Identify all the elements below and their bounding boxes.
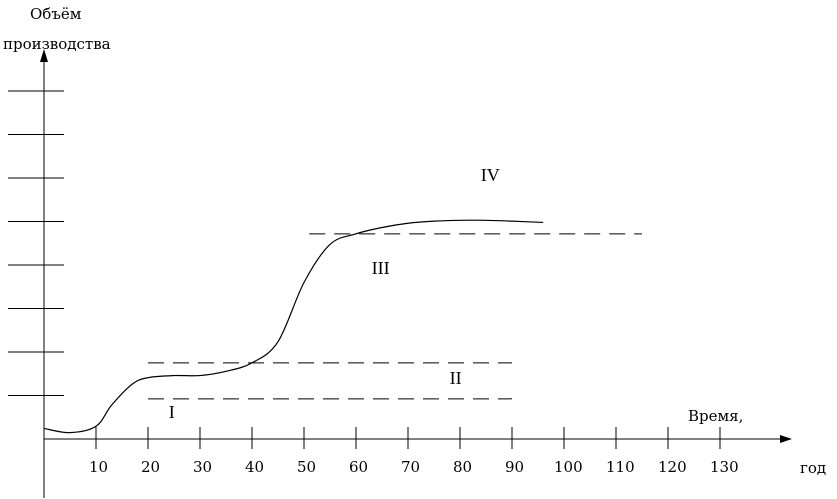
x-tick-label: 80 — [453, 458, 472, 476]
x-tick-label: 10 — [89, 458, 108, 476]
x-tick-label: 130 — [710, 458, 739, 476]
x-tick-label: 90 — [505, 458, 524, 476]
stage-label: IV — [481, 165, 500, 185]
stage-label: II — [450, 368, 462, 388]
y-tick-marks — [8, 90, 64, 396]
x-tick-label: 60 — [349, 458, 368, 476]
x-axis-label-line2: год — [800, 459, 826, 477]
x-tick-label: 20 — [141, 458, 160, 476]
x-tick-label: 120 — [658, 458, 687, 476]
y-axis-arrow — [40, 49, 48, 62]
x-tick-label: 70 — [401, 458, 420, 476]
x-tick-label: 50 — [297, 458, 316, 476]
y-axis-label-line1: Объём — [30, 5, 82, 23]
production-curve — [43, 219, 544, 434]
y-axis-label-line2: производства — [3, 35, 111, 53]
stage-label: III — [372, 258, 390, 278]
x-tick-marks — [95, 427, 721, 449]
stage-boundaries — [148, 233, 642, 400]
x-tick-label: 40 — [245, 458, 264, 476]
stage-label: I — [169, 402, 175, 422]
x-axis-label-line1: Время, — [688, 407, 743, 425]
x-tick-label: 30 — [193, 458, 212, 476]
x-tick-label: 100 — [554, 458, 583, 476]
x-tick-labels: 10 20 30 40 50 60 70 80 90 100 110 120 130 — [89, 458, 739, 476]
x-tick-label: 110 — [606, 458, 635, 476]
x-axis-arrow — [780, 435, 792, 443]
